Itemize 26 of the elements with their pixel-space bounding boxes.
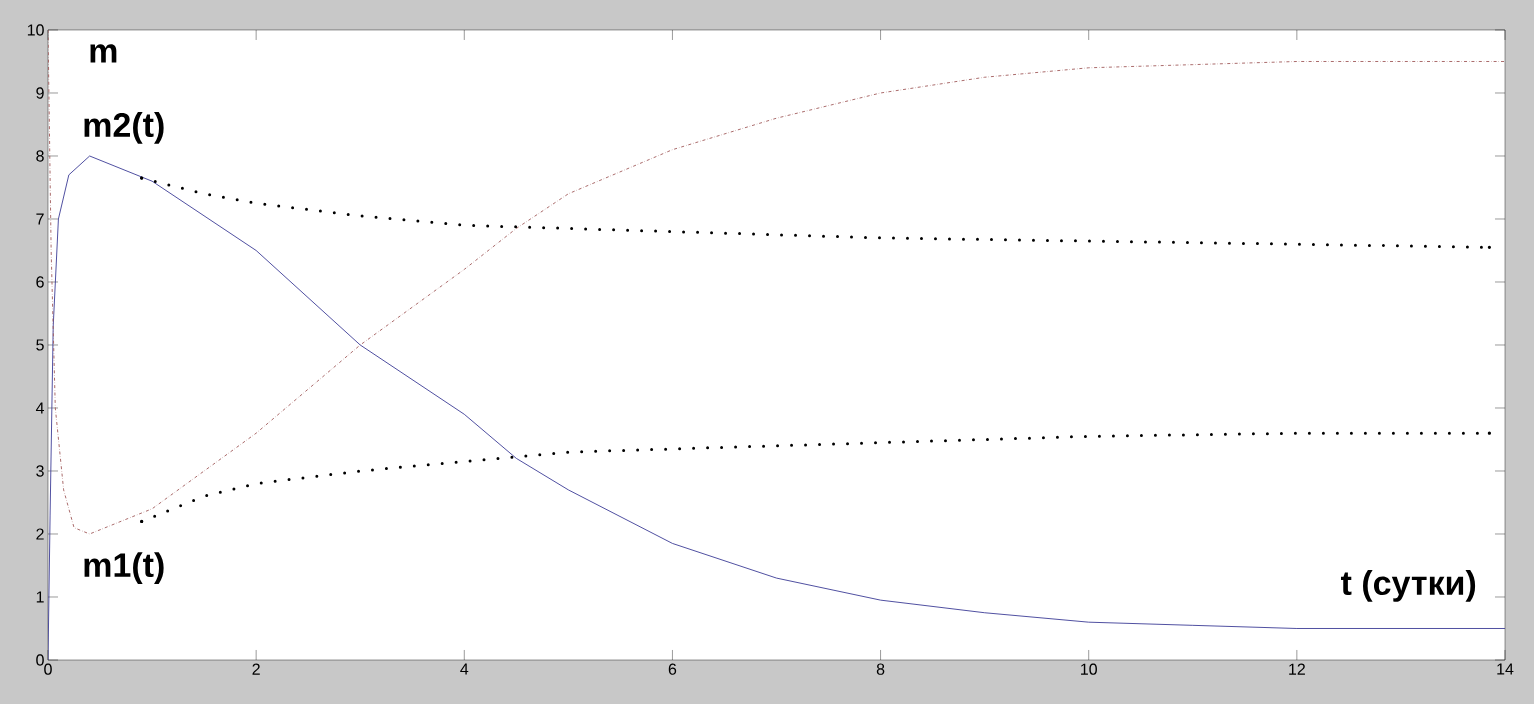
y-tick-label: 0 bbox=[36, 654, 44, 666]
y-tick-label: 1 bbox=[36, 591, 44, 603]
x-tick-label: 10 bbox=[1081, 663, 1097, 675]
y-tick-label: 6 bbox=[36, 276, 44, 288]
y-tick-label: 3 bbox=[36, 465, 44, 477]
x-tick-label: 12 bbox=[1289, 663, 1305, 675]
y-tick-label: 5 bbox=[36, 339, 44, 351]
y-tick-label: 4 bbox=[35, 402, 45, 414]
line-series bbox=[48, 29, 1505, 535]
x-tick-label: 8 bbox=[876, 663, 885, 675]
x-tick-label: 2 bbox=[252, 663, 260, 675]
y-tick-label: 10 bbox=[27, 24, 44, 36]
y-axis-title: m bbox=[90, 44, 117, 63]
x-tick-label: 4 bbox=[460, 663, 469, 675]
y-tick-label: 2 bbox=[36, 528, 44, 540]
point bbox=[140, 519, 144, 523]
x-tick-label: 6 bbox=[668, 663, 677, 675]
y-tick-label: 8 bbox=[36, 150, 44, 162]
x-axis-title: t (сутки) bbox=[1340, 570, 1476, 602]
series-label: m2(t) bbox=[84, 112, 164, 144]
y-tick-label: 7 bbox=[36, 213, 44, 225]
point bbox=[1487, 245, 1491, 249]
series-label: m1(t) bbox=[84, 552, 164, 584]
y-tick-label: 9 bbox=[36, 87, 44, 99]
x-tick-label: 14 bbox=[1497, 663, 1514, 675]
x-tick-label: 0 bbox=[44, 663, 52, 675]
